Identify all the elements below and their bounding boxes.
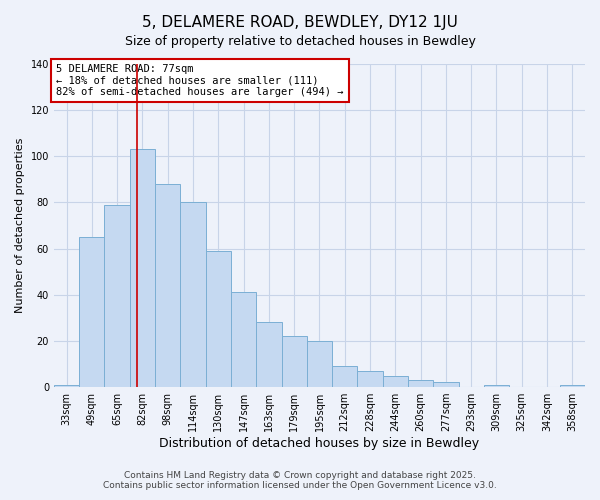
Bar bbox=[181, 202, 206, 387]
Text: Size of property relative to detached houses in Bewdley: Size of property relative to detached ho… bbox=[125, 35, 475, 48]
Y-axis label: Number of detached properties: Number of detached properties bbox=[15, 138, 25, 313]
X-axis label: Distribution of detached houses by size in Bewdley: Distribution of detached houses by size … bbox=[160, 437, 479, 450]
Bar bbox=[256, 322, 281, 387]
Bar bbox=[206, 251, 231, 387]
Bar bbox=[484, 385, 509, 387]
Text: 5, DELAMERE ROAD, BEWDLEY, DY12 1JU: 5, DELAMERE ROAD, BEWDLEY, DY12 1JU bbox=[142, 15, 458, 30]
Bar bbox=[54, 385, 79, 387]
Bar bbox=[560, 385, 585, 387]
Text: 5 DELAMERE ROAD: 77sqm
← 18% of detached houses are smaller (111)
82% of semi-de: 5 DELAMERE ROAD: 77sqm ← 18% of detached… bbox=[56, 64, 344, 97]
Text: Contains HM Land Registry data © Crown copyright and database right 2025.
Contai: Contains HM Land Registry data © Crown c… bbox=[103, 470, 497, 490]
Bar bbox=[358, 371, 383, 387]
Bar bbox=[281, 336, 307, 387]
Bar bbox=[307, 341, 332, 387]
Bar bbox=[332, 366, 358, 387]
Bar bbox=[155, 184, 181, 387]
Bar bbox=[79, 237, 104, 387]
Bar bbox=[408, 380, 433, 387]
Bar bbox=[383, 376, 408, 387]
Bar bbox=[231, 292, 256, 387]
Bar bbox=[104, 205, 130, 387]
Bar bbox=[130, 150, 155, 387]
Bar bbox=[433, 382, 458, 387]
